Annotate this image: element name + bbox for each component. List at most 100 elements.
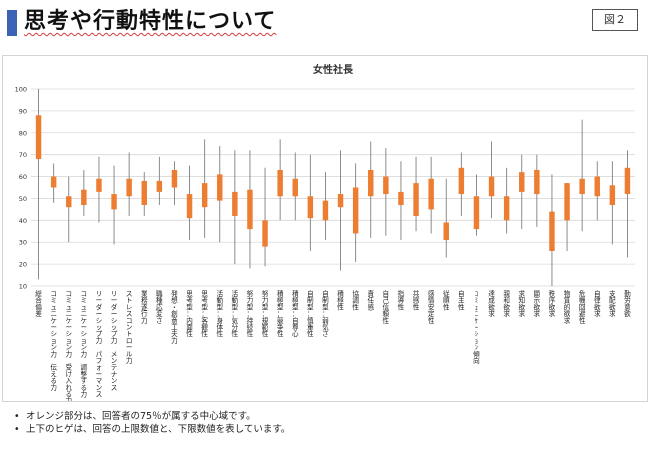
iqr-box — [503, 196, 510, 221]
category-label: 自律欲求 — [594, 289, 601, 318]
boxplot-chart: 女性社長 10 20 30 40 50 60 70 80 90 100 総合偏差 コミュニケーション力 … — [15, 63, 635, 401]
category-label: 勤労意欲 — [624, 289, 631, 318]
category-label: 積極型：競争性 — [277, 289, 284, 338]
iqr-box — [262, 220, 268, 247]
category-label: 積極型：自尊心 — [292, 289, 299, 338]
category-label: ｺﾐｭﾆｹｰｼｮﾝ傾向 — [473, 290, 480, 365]
bullet-icon: • — [14, 424, 20, 435]
note-item: • オレンジ部分は、回答者の75％が属する中心域です。 — [14, 410, 634, 423]
category-label: 職種応変さ — [156, 289, 163, 325]
iqr-box — [35, 115, 42, 160]
category-label: 共感性 — [413, 289, 420, 311]
iqr-box — [307, 196, 314, 219]
y-tick-label: 90 — [19, 107, 27, 115]
slide-title: 思考や行動特性について — [24, 9, 277, 34]
iqr-box — [156, 180, 163, 192]
iqr-box — [564, 183, 570, 221]
iqr-box — [111, 194, 117, 210]
iqr-box — [368, 169, 374, 197]
iqr-box — [352, 187, 359, 234]
iqr-box — [398, 191, 404, 206]
category-label: 自制型：弱気さ — [322, 289, 329, 338]
chart-title: 女性社長 — [313, 63, 354, 76]
category-label: 親和欲求 — [503, 289, 510, 318]
category-label: 活動型：身体性 — [216, 289, 223, 338]
y-tick-label: 60 — [19, 173, 27, 181]
iqr-box — [217, 174, 223, 201]
y-tick-label: 30 — [19, 239, 27, 247]
iqr-box — [337, 194, 344, 208]
iqr-box — [277, 169, 283, 197]
iqr-box — [171, 169, 178, 188]
category-label: 協調性 — [352, 289, 359, 311]
iqr-box — [292, 178, 298, 197]
category-label: 達成欲求 — [488, 289, 495, 318]
category-label: リーダーシップ力 パフォーマンス — [96, 290, 103, 399]
category-label: 自己信頼性 — [383, 289, 390, 325]
note-text-whisker-meaning: 上下のヒゲは、回答の上限数値と、下限数値を表しています。 — [26, 424, 291, 435]
iqr-box — [488, 176, 495, 197]
iqr-box — [458, 167, 465, 195]
category-label: 物質的欲求 — [564, 289, 571, 325]
iqr-box — [247, 189, 253, 230]
y-tick-label: 70 — [19, 151, 27, 159]
bullet-icon: • — [14, 411, 20, 422]
category-label: 総合偏差 — [35, 289, 42, 318]
category-label: コミュニケーション力 受け入れる力 — [65, 290, 72, 401]
iqr-box — [141, 180, 147, 206]
y-tick-label: 80 — [19, 129, 27, 137]
iqr-box — [126, 178, 132, 197]
y-tick-label: 100 — [15, 86, 27, 94]
category-label: 努力型：持続性 — [247, 289, 254, 338]
category-label: 思考型：客観性 — [201, 290, 208, 338]
category-label: 従順性 — [443, 289, 450, 311]
category-label: 求知欲求 — [518, 289, 525, 318]
category-label: 積極性 — [337, 289, 344, 311]
category-label: 努力型：規範性 — [262, 289, 269, 338]
category-label: 感情安定性 — [428, 289, 435, 325]
y-tick-label: 10 — [19, 283, 27, 291]
category-label: 活動型：気分性 — [232, 289, 239, 338]
slide-header: 思考や行動特性について 図２ — [0, 0, 650, 40]
iqr-box — [201, 183, 208, 208]
iqr-box — [322, 200, 329, 221]
iqr-box — [81, 189, 87, 206]
category-label: 支配欲求 — [609, 289, 616, 318]
iqr-box — [96, 178, 102, 192]
category-label: 秩序欲求 — [549, 289, 556, 318]
iqr-box — [413, 183, 419, 216]
y-tick-label: 20 — [19, 261, 27, 269]
category-label: 思考型：内面性 — [186, 290, 193, 338]
iqr-box — [232, 191, 238, 216]
iqr-box — [186, 194, 193, 219]
category-label: 指導性 — [398, 289, 405, 311]
category-label: 業務遂行力 — [141, 289, 148, 325]
chart-frame: 女性社長 10 20 30 40 50 60 70 80 90 100 総合偏差 コミュニケーション力 … — [2, 55, 648, 402]
category-label: 自主性 — [458, 289, 465, 311]
note-item: • 上下のヒゲは、回答の上限数値と、下限数値を表しています。 — [14, 423, 634, 436]
iqr-box — [66, 196, 72, 208]
iqr-box — [609, 185, 616, 206]
figure-label: 図２ — [592, 9, 638, 31]
category-label: 危機回避性 — [579, 289, 586, 325]
iqr-box — [383, 176, 389, 195]
category-label: 顕示欲求 — [534, 290, 541, 318]
category-label: リーダーシップ力 メンテナンス — [111, 290, 118, 392]
y-tick-label: 50 — [19, 195, 27, 203]
notes-list: • オレンジ部分は、回答者の75％が属する中心域です。 • 上下のヒゲは、回答の… — [14, 410, 634, 436]
iqr-box — [473, 196, 480, 230]
iqr-box — [624, 167, 631, 195]
iqr-box — [579, 178, 585, 195]
category-label: 責任感 — [367, 289, 374, 311]
category-label: 自制型：慎重性 — [307, 289, 314, 338]
iqr-box — [443, 222, 449, 241]
category-label: コミュニケーション力 調整する力 — [81, 290, 88, 399]
category-label: 発想・創意工夫力 — [171, 289, 178, 345]
category-label: ストレスコントロール力 — [126, 290, 133, 365]
y-tick-label: 40 — [19, 217, 27, 225]
iqr-box — [428, 178, 434, 210]
iqr-box — [549, 211, 555, 251]
iqr-box — [50, 176, 57, 188]
iqr-box — [594, 176, 600, 197]
category-label: コミュニケーション力 伝える力 — [50, 290, 57, 392]
